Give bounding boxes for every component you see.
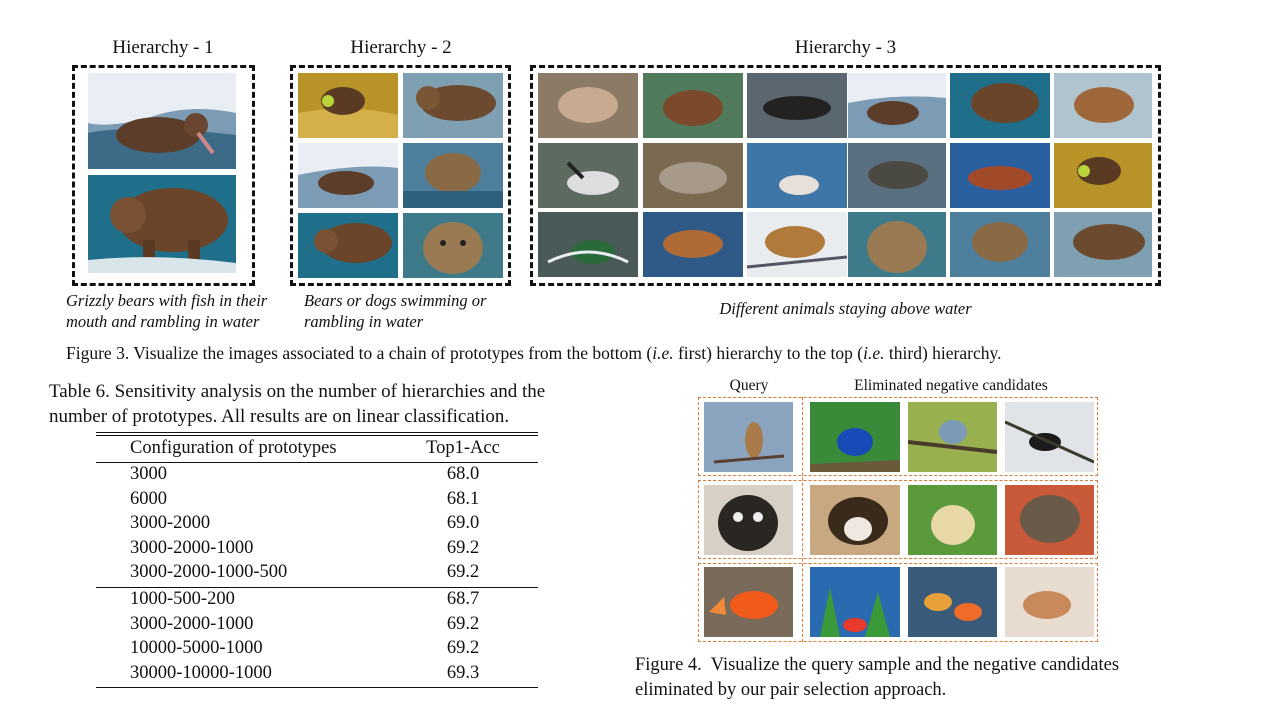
table-top-rule-2 [96,435,538,437]
table-cell-config: 3000-2000 [130,513,211,533]
hierarchy-3-title: Hierarchy - 3 [794,37,897,58]
figure-4-caption: Figure 4. Visualize the query sample and… [635,653,1119,703]
goldfish-group-image [908,567,997,637]
h3-image-r1c3 [747,73,847,138]
hyena-lying-image [403,73,503,138]
query-label: Query [729,377,769,394]
figure-3-caption: Figure 3. Visualize the images associate… [66,343,1002,363]
blue-bird-image [810,402,900,472]
hierarchy-1-caption: Grizzly bears with fish in their mouth a… [66,290,267,332]
table-6-caption-line2: number of prototypes. All results are on… [49,406,510,427]
pale-fish-image [1005,567,1094,637]
table-cell-config: 10000-5000-1000 [130,638,263,658]
h3-image-r3c2 [643,212,743,277]
hyena-face-image [403,213,503,278]
bear-waterfall-small-image [298,143,398,208]
table-cell-config: 3000 [130,464,167,484]
shih-tzu-image [1005,485,1094,555]
hierarchy-2-caption: Bears or dogs swimming or rambling in wa… [304,290,486,332]
h3-image-r2c3 [747,143,847,208]
table-cell-acc: 69.2 [446,537,480,558]
figure-4-row-box-2 [698,480,1098,559]
table-cell-config: 6000 [130,488,167,509]
table-cell-acc: 69.3 [446,662,480,683]
table-cell-acc: 69.2 [446,562,480,582]
hierarchy-1-caption-line2: mouth and rambling in water [66,312,260,331]
h3-image-r1c5 [950,73,1050,138]
h3-image-r1c4 [848,73,946,138]
negatives-label: Eliminated negative candidates [854,377,1048,394]
bear-swimming-ball-image [298,73,398,138]
table-header-configuration: Configuration of prototypes [130,438,337,458]
hierarchy-2-caption-line1: Bears or dogs swimming or [304,291,487,310]
hierarchy-1-caption-line1: Grizzly bears with fish in their [66,291,268,310]
hierarchy-1-title: Hierarchy - 1 [112,37,214,58]
table-cell-config: 1000-500-200 [130,589,235,609]
query-goldfish-image [704,567,793,637]
table-cell-config: 30000-10000-1000 [130,662,272,683]
table-cell-config: 3000-2000-1000-500 [130,562,288,582]
table-top-rule-1 [96,432,538,434]
table-cell-acc: 68.0 [446,464,480,484]
table-cell-acc: 69.2 [446,638,480,658]
h3-image-r1c6 [1054,73,1152,138]
table-6-caption-line1: Table 6. Sensitivity analysis on the num… [49,381,546,402]
h3-image-r1c2 [643,73,743,138]
table-6-caption: Table 6. Sensitivity analysis on the num… [49,379,545,429]
hierarchy-2-box [290,65,511,286]
grizzly-bear-waterfall-image [88,73,236,169]
magpie-bird-image [1005,402,1094,472]
table-cell-acc: 69.0 [446,513,480,533]
h3-image-r2c1 [538,143,638,208]
hierarchy-2-caption-line2: rambling in water [304,312,424,331]
terrier-image [908,485,997,555]
grizzly-bear-water-image [88,175,236,273]
table-cell-acc: 69.2 [446,613,480,634]
hierarchy-1-box [72,65,255,286]
h3-image-r3c4 [848,212,946,277]
h3-image-r3c5 [950,212,1050,277]
table-cell-config: 3000-2000-1000 [130,613,254,634]
query-bird-image [704,402,793,472]
table-cell-acc: 68.7 [446,589,480,609]
hierarchy-3-box [530,65,1161,286]
h3-image-r3c1 [538,212,638,277]
figure-4-caption-line2: eliminated by our pair selection approac… [635,680,947,700]
h3-image-r3c6 [1054,212,1152,277]
aquarium-fish-image [810,567,900,637]
bear-fish-small-image [298,213,398,278]
jay-bird-image [908,402,997,472]
h3-image-r2c5 [950,143,1050,208]
table-header-top1: Top1-Acc [426,438,500,458]
table-header-rule [96,462,538,464]
query-pug-image [704,485,793,555]
h3-image-r3c3 [747,212,847,277]
h3-image-r2c6 [1054,143,1152,208]
h3-image-r1c1 [538,73,638,138]
hyena-water-image [403,143,503,208]
spaniel-image [810,485,900,555]
figure-4-row-box-3 [698,563,1098,642]
table-bottom-rule [96,687,538,689]
figure-4-row-box-1 [698,397,1098,476]
h3-image-r2c4 [848,143,946,208]
hierarchy-2-title: Hierarchy - 2 [350,37,452,58]
h3-image-r2c2 [643,143,743,208]
table-cell-acc: 68.1 [446,488,480,509]
figure-4-caption-line1: Figure 4. Visualize the query sample and… [635,655,1120,675]
table-mid-rule [96,587,538,589]
query-separator [802,397,803,642]
hierarchy-3-caption: Different animals staying above water [719,299,972,318]
table-cell-config: 3000-2000-1000 [130,537,254,558]
